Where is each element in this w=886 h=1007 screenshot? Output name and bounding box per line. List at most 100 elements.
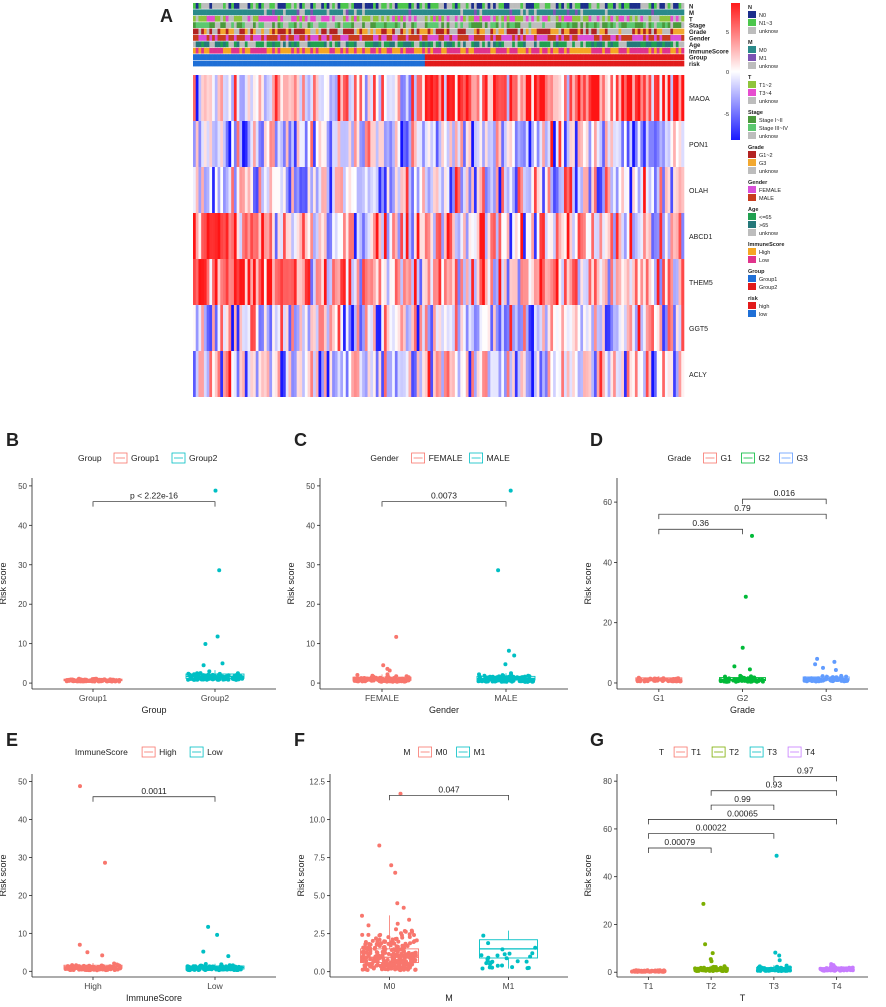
heatmap-cell [506,75,510,121]
outlier-point [377,843,382,848]
annotation-cell [613,35,617,41]
annotation-cell [678,54,682,60]
annotation-cell [413,3,417,9]
annotation-cell [493,54,497,60]
data-point [408,941,412,946]
annotation-cell [233,28,237,35]
data-point [504,956,509,961]
data-point [198,964,203,969]
annotation-cell [536,15,540,22]
annotation-cell [315,15,319,22]
annotation-cell [558,60,562,67]
annotation-cell [261,22,265,28]
annotation-cell [460,28,464,35]
annotation-cell [531,15,535,22]
heatmap-cell [553,167,557,213]
legend-label: G1 [721,453,733,463]
annotation-cell [643,22,647,28]
heatmap-cell [214,75,218,121]
annotation-cell [223,41,227,48]
outlier-point [387,668,392,673]
annotation-cell [291,54,295,60]
heatmap-cell [670,167,674,213]
heatmap-cell [250,305,254,351]
data-point [380,955,385,960]
annotation-cell [640,60,644,67]
annotation-cell [553,22,557,28]
annotation-cell [231,28,235,35]
heatmap-cell [386,213,390,259]
annotation-cell [583,28,587,35]
heatmap-cell [405,75,409,121]
annotation-cell [479,41,483,48]
annotation-cell [405,35,409,41]
annotation-cell [422,3,426,9]
heatmap-cell [209,259,213,305]
heatmap-cell [454,259,458,305]
annotation-cell [261,15,265,22]
legend-label: T4 [805,747,815,757]
annotation-cell [476,28,480,35]
heatmap-cell [493,213,497,259]
annotation-cell [561,3,565,9]
heatmap-cell [673,305,677,351]
annotation-cell [558,15,562,22]
heatmap-cell [258,305,262,351]
heatmap-cell [397,259,401,305]
annotation-cell [285,47,289,54]
annotation-cell [293,28,297,35]
heatmap-cell [547,75,551,121]
heatmap-cell [351,75,355,121]
heatmap-cell [201,167,205,213]
annotation-cell [364,47,368,54]
heatmap-cell [250,259,254,305]
annotation-cell [269,9,273,16]
heatmap-cell [482,213,486,259]
annotation-cell [359,15,363,22]
heatmap-cell [313,305,317,351]
annotation-cell [359,22,363,28]
heatmap-cell [476,167,480,213]
heatmap-cell [463,213,467,259]
heatmap-cell [490,213,494,259]
annotation-cell [386,9,390,16]
annotation-cell [544,22,548,28]
heatmap-cell [656,259,660,305]
annotation-cell [269,54,273,60]
heatmap-cell [326,75,330,121]
heatmap-cell [318,259,322,305]
annotation-cell [198,22,202,28]
annotation-cell [533,9,537,16]
annotation-cell [307,60,311,67]
annotation-cell [599,15,603,22]
heatmap-cell [591,305,595,351]
annotation-cell [400,9,404,16]
annotation-cell [441,9,445,16]
annotation-cell [667,41,671,48]
annotation-cell [607,60,611,67]
significance-bracket [92,796,216,802]
annotation-cell [651,3,655,9]
annotation-cell [258,15,262,22]
annotation-cell [381,54,385,60]
heatmap-cell [550,259,554,305]
annotation-cell [394,15,398,22]
annotation-cell [332,35,336,41]
data-point [360,676,365,681]
legend-item: Stage I~II [759,118,783,124]
annotation-cell [367,54,371,60]
annotation-cell [449,35,453,41]
annotation-cell [217,15,221,22]
data-point [108,677,113,682]
annotation-cell [348,47,352,54]
annotation-cell [681,15,685,22]
annotation-cell [566,35,570,41]
data-point [203,675,208,680]
annotation-cell [416,35,420,41]
y-tick-label: 0 [311,679,316,688]
annotation-cell [291,47,295,54]
heatmap-cell [438,259,442,305]
annotation-cell [621,22,625,28]
annotation-cell [632,3,636,9]
annotation-cell [678,47,682,54]
